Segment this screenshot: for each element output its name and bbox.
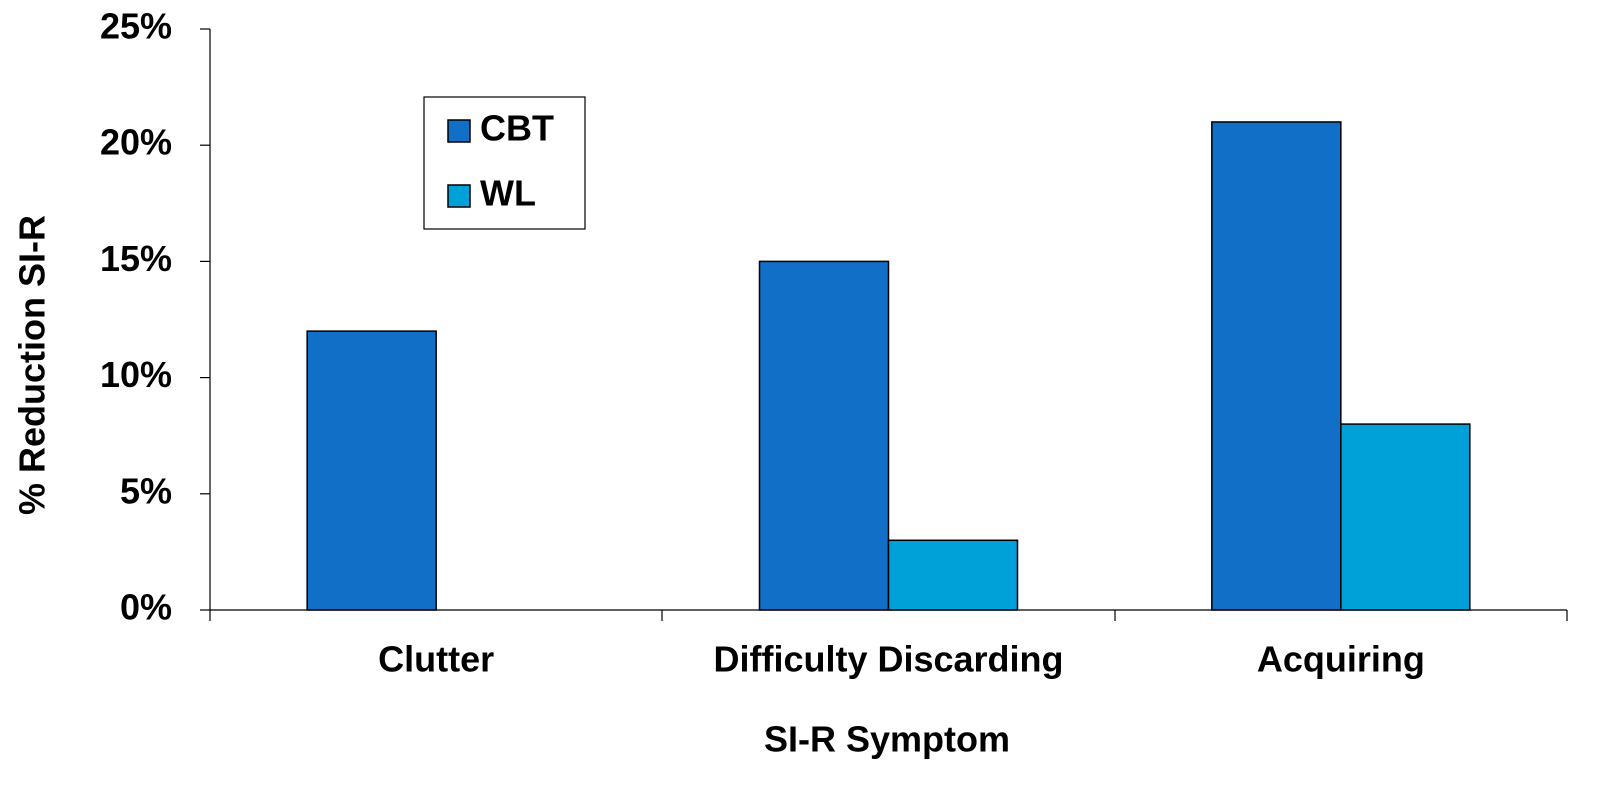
y-tick-label: 10% xyxy=(100,354,172,395)
legend-label: WL xyxy=(480,173,536,214)
bar xyxy=(1211,121,1342,611)
x-axis-label: SI-R Symptom xyxy=(764,719,1010,760)
y-tick-label: 5% xyxy=(120,470,172,511)
x-tick-label: Clutter xyxy=(378,639,494,680)
x-tick-label: Acquiring xyxy=(1257,639,1425,680)
legend-swatch xyxy=(447,184,471,208)
bar xyxy=(758,260,890,611)
legend-label: CBT xyxy=(480,108,554,149)
y-tick-label: 0% xyxy=(120,587,172,628)
bar xyxy=(1340,423,1471,611)
y-tick-label: 20% xyxy=(100,122,172,163)
y-tick-label: 25% xyxy=(100,6,172,47)
bar xyxy=(306,330,437,611)
x-tick-label: Difficulty Discarding xyxy=(713,639,1063,680)
bar xyxy=(887,539,1019,611)
y-axis-label: % Reduction SI-R xyxy=(12,215,53,515)
legend-swatch xyxy=(447,119,471,143)
y-tick-label: 15% xyxy=(100,238,172,279)
